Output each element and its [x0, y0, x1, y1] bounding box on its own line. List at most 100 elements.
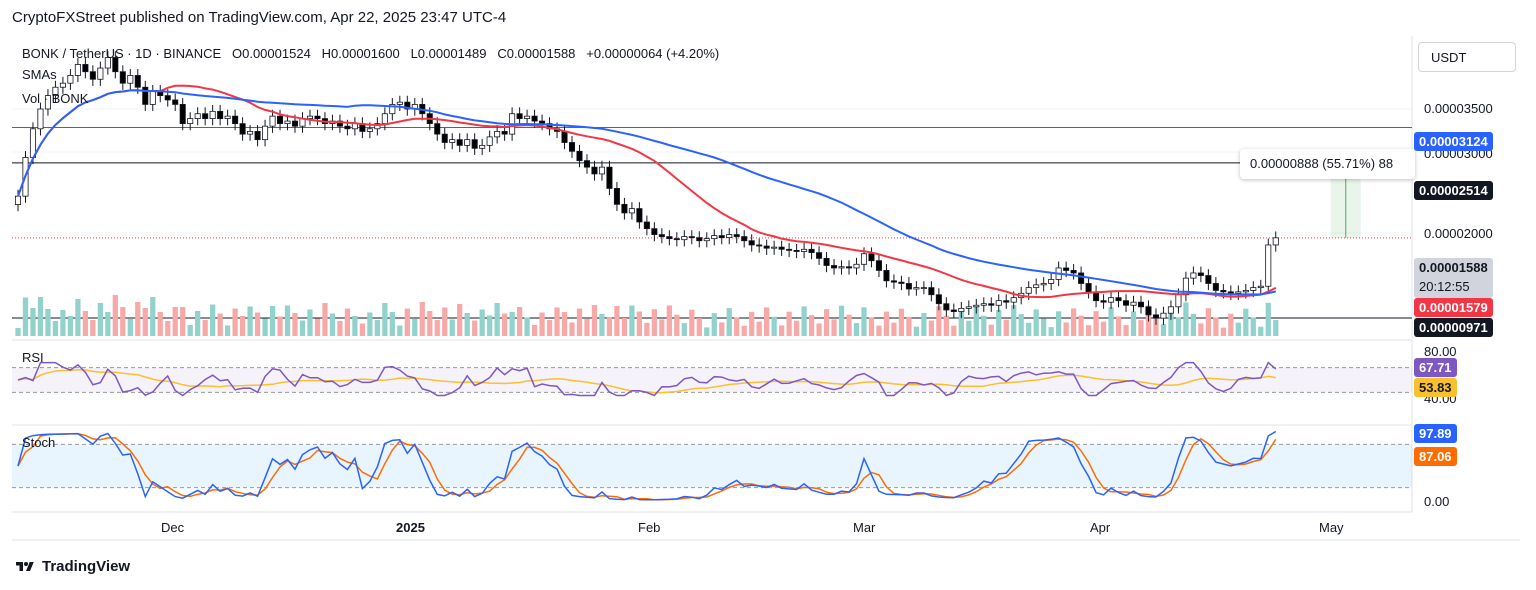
volume-bar: [779, 325, 785, 336]
candle-body: [179, 104, 186, 125]
volume-bar: [1063, 322, 1069, 336]
volume-bar: [838, 305, 845, 336]
candle-body: [531, 115, 538, 122]
candle-body: [1085, 283, 1092, 293]
candle-body: [172, 99, 179, 105]
candle-body: [845, 266, 853, 269]
stoch-axis-label-0: 0.00: [1424, 494, 1450, 509]
candle-body: [741, 236, 748, 242]
volume-bar: [584, 319, 590, 336]
last-price-value: 0.00001588: [1419, 260, 1488, 275]
volume-bar: [1085, 325, 1092, 336]
volume-bar: [1243, 308, 1249, 336]
candle-body: [74, 64, 81, 76]
legend-stoch[interactable]: Stoch: [22, 435, 56, 450]
candle-body: [291, 120, 299, 127]
volume-bar: [1265, 302, 1271, 336]
volume-bar: [22, 297, 29, 336]
legend-change: +0.00000064 (+4.20%): [586, 46, 720, 61]
volume-bar: [921, 313, 927, 336]
volume-bar: [479, 309, 485, 336]
candle-body: [950, 309, 957, 312]
volume-bar: [659, 319, 665, 336]
candle-body: [1063, 267, 1070, 271]
volume-bar: [382, 303, 388, 336]
volume-bar: [554, 307, 560, 336]
candle-body: [771, 246, 778, 249]
volume-bar: [157, 312, 163, 336]
legend-smas[interactable]: SMAs: [22, 67, 57, 82]
legend-symbol[interactable]: BONK / TetherUS · 1D · BINANCE: [22, 46, 222, 61]
volume-bar: [793, 320, 800, 336]
volume-bar: [442, 307, 448, 336]
measure-tooltip[interactable]: 0.00000888 (55.71%) 88: [1240, 149, 1415, 179]
volume-bar: [284, 305, 291, 336]
candle-body: [1227, 291, 1234, 294]
candle-body: [449, 139, 456, 143]
candle-body: [1242, 290, 1249, 293]
volume-bar: [427, 311, 433, 336]
candle-body: [651, 228, 658, 235]
candle-body: [37, 108, 44, 130]
volume-bar: [329, 313, 336, 336]
candle-body: [621, 203, 628, 214]
volume-bar: [15, 328, 21, 336]
publisher-header: CryptoFXStreet published on TradingView.…: [12, 9, 507, 26]
candle-body: [277, 115, 284, 125]
candle-body: [643, 221, 650, 230]
price-level-tag-high: 0.00003124: [1414, 132, 1493, 151]
volume-bar: [1190, 313, 1197, 336]
volume-bar: [359, 323, 366, 336]
candle-body: [763, 245, 770, 249]
volume-bar: [1168, 309, 1174, 336]
candle-body: [194, 113, 201, 119]
volume-bar: [823, 309, 830, 336]
candle-body: [344, 125, 351, 130]
volume-bar: [569, 322, 575, 336]
candle-body: [1033, 284, 1040, 289]
volume-bar: [1183, 302, 1189, 336]
candle-body: [681, 236, 688, 241]
volume-bar: [636, 311, 643, 336]
candle-body: [583, 160, 591, 168]
candle-body: [1272, 237, 1279, 246]
volume-bar: [232, 308, 238, 336]
candle-body: [576, 150, 583, 162]
currency-button[interactable]: USDT: [1418, 42, 1516, 72]
candle-body: [733, 234, 740, 237]
volume-bar: [876, 325, 882, 336]
tradingview-logo-icon: [16, 561, 34, 571]
volume-bar: [644, 322, 650, 336]
volume-bar: [1026, 322, 1032, 336]
candle-body: [1250, 287, 1257, 291]
volume-bar: [30, 308, 36, 336]
volume-bar: [172, 307, 178, 336]
legend-volume[interactable]: Vol · BONK: [22, 91, 89, 106]
legend-open: O0.00001524: [232, 46, 311, 61]
volume-bar: [60, 310, 66, 336]
volume-bar: [966, 320, 972, 336]
legend-rsi[interactable]: RSI: [22, 350, 44, 365]
candle-body: [658, 234, 665, 237]
candle-body: [628, 208, 635, 214]
candle-body: [1212, 283, 1219, 291]
volume-bar: [1153, 315, 1159, 336]
volume-bar: [412, 319, 418, 336]
footer-brand[interactable]: TradingView: [14, 558, 130, 575]
candle-body: [284, 120, 291, 125]
candle-body: [816, 252, 823, 259]
candle-body: [82, 64, 89, 73]
volume-bar: [606, 317, 613, 336]
sma-fast-line: [17, 84, 1277, 299]
volume-bar: [127, 319, 133, 336]
volume-bar: [928, 320, 934, 336]
candle-body: [786, 248, 793, 251]
volume-bar: [180, 307, 186, 336]
volume-bar: [681, 323, 687, 336]
volume-bar: [449, 319, 455, 336]
volume-bar: [696, 318, 702, 336]
candle-body: [1010, 297, 1017, 303]
candle-body: [516, 113, 523, 119]
candle-body: [943, 303, 950, 311]
